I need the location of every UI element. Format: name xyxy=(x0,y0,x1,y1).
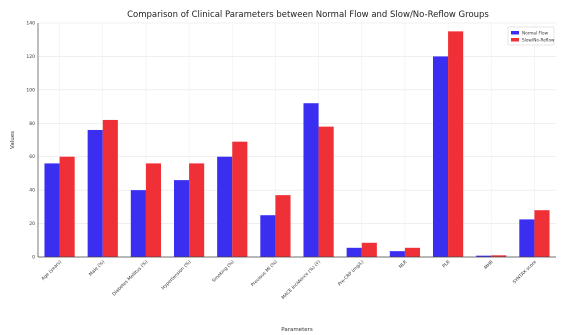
bar-normal-flow xyxy=(303,103,319,257)
legend-swatch-normal-flow xyxy=(511,31,519,35)
bar-normal-flow xyxy=(432,56,449,257)
y-tick-label: 60 xyxy=(29,154,35,160)
bar-normal-flow xyxy=(130,190,146,257)
bars-group xyxy=(44,31,550,257)
legend-label: Normal Flow xyxy=(522,30,549,35)
y-axis-label: Values xyxy=(10,131,16,149)
bar-slow-no-reflow xyxy=(275,195,291,257)
x-tick-label: MHR xyxy=(483,259,495,271)
bar-normal-flow xyxy=(389,251,405,257)
chart-title: Comparison of Clinical Parameters betwee… xyxy=(127,10,489,20)
bar-slow-no-reflow xyxy=(232,141,248,257)
y-tick-label: 40 xyxy=(29,188,35,194)
y-tick-label: 100 xyxy=(26,87,35,93)
bar-normal-flow xyxy=(519,219,535,257)
legend: Normal Flow Slow/No-Reflow xyxy=(507,26,555,46)
y-tick-label: 140 xyxy=(26,21,35,27)
bar-normal-flow xyxy=(346,247,362,257)
bar-slow-no-reflow xyxy=(448,31,464,257)
bar-slow-no-reflow xyxy=(491,255,507,257)
axes xyxy=(37,23,556,258)
y-tick-label: 0 xyxy=(32,255,35,261)
bar-normal-flow xyxy=(476,255,492,257)
bar-normal-flow xyxy=(87,129,103,257)
bar-slow-no-reflow xyxy=(534,210,550,257)
x-tick-label: PLR xyxy=(441,259,451,269)
bar-normal-flow xyxy=(173,180,190,257)
bar-slow-no-reflow xyxy=(145,163,162,257)
bar-slow-no-reflow xyxy=(102,119,118,257)
legend-label: Slow/No-Reflow xyxy=(522,37,555,42)
bar-normal-flow xyxy=(260,215,276,257)
bar-slow-no-reflow xyxy=(189,163,205,257)
y-tick-label: 80 xyxy=(29,121,35,127)
x-axis-label: Parameters xyxy=(281,327,313,333)
legend-box xyxy=(507,26,555,46)
bar-normal-flow xyxy=(44,163,60,257)
y-tick-label: 120 xyxy=(26,54,35,60)
x-tick-label: NLR xyxy=(398,259,409,270)
bar-normal-flow xyxy=(217,156,233,257)
bar-slow-no-reflow xyxy=(404,247,421,257)
y-tick-label: 20 xyxy=(29,221,35,227)
y-tick-labels: 0 20 40 60 80 100 120 140 xyxy=(26,21,35,261)
bar-slow-no-reflow xyxy=(318,126,334,257)
bar-slow-no-reflow xyxy=(59,156,75,257)
bar-slow-no-reflow xyxy=(361,242,377,257)
legend-swatch-slow-no-reflow xyxy=(511,38,519,42)
